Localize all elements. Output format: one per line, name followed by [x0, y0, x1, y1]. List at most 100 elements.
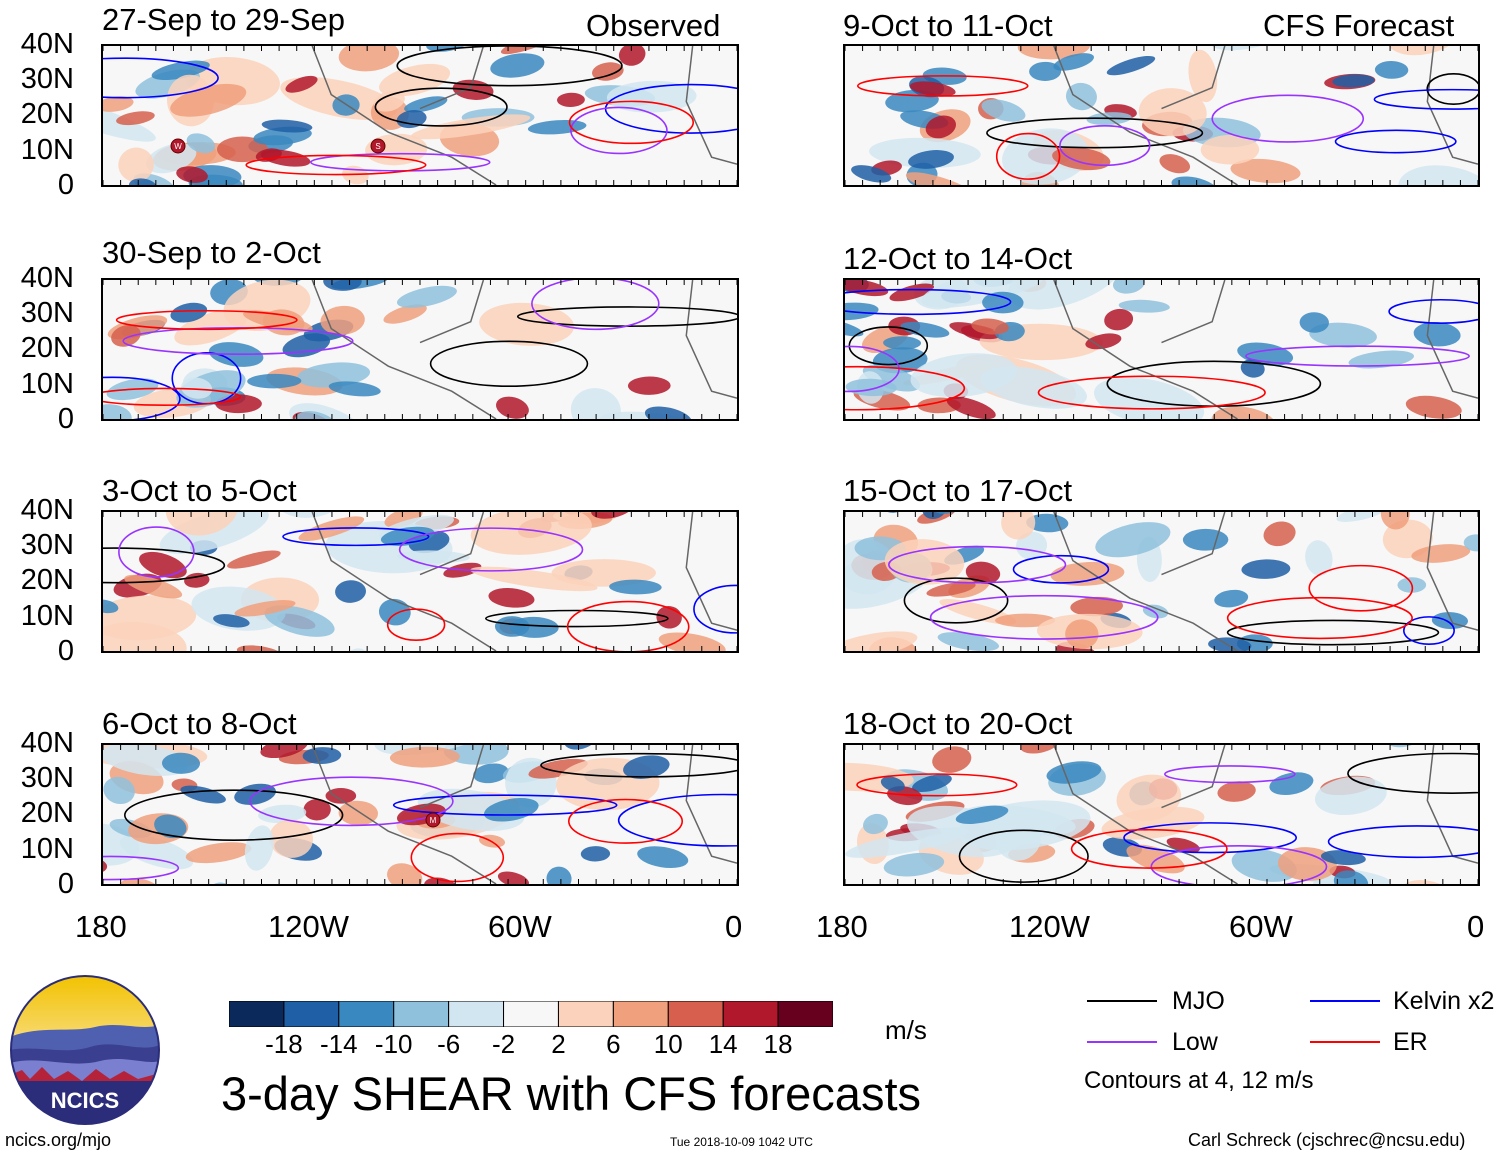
- shear-blob: [580, 846, 611, 862]
- lat-label: 40N: [20, 262, 74, 294]
- shear-blob: [845, 318, 864, 337]
- shear-blob: [258, 804, 307, 824]
- shear-blob: [397, 550, 470, 564]
- shear-blob: [161, 752, 201, 774]
- contour-er: [1037, 375, 1266, 410]
- shear-blob: [244, 825, 274, 871]
- shear-blob: [949, 322, 999, 340]
- panel-title-obs-4: 6-Oct to 8-Oct: [102, 706, 297, 741]
- footer-timestamp: Tue 2018-10-09 1042 UTC: [670, 1135, 813, 1149]
- lon-label-fcst-120w: 120W: [1009, 909, 1090, 944]
- shear-blob: [1211, 406, 1277, 419]
- shear-blob: [863, 813, 888, 835]
- shear-blob: [389, 746, 460, 768]
- shear-blob: [1112, 280, 1145, 294]
- storm-marker-label: S: [375, 142, 380, 151]
- shear-blob: [946, 396, 996, 419]
- lat-label: 10N: [20, 367, 74, 400]
- shear-blob: [1104, 308, 1134, 331]
- shear-blob: [264, 605, 335, 637]
- contour-mjo: [1347, 752, 1478, 794]
- map-panel-obs-4: M: [101, 743, 739, 886]
- contour-er: [1308, 564, 1414, 612]
- shear-blob: [260, 745, 308, 759]
- coastline: [1053, 512, 1478, 651]
- contour-er: [856, 75, 1029, 97]
- shear-blob: [627, 376, 671, 395]
- contour-er: [1226, 596, 1413, 640]
- shear-blob: [176, 166, 208, 183]
- contour-mjo: [986, 117, 1204, 149]
- shear-blob: [527, 119, 587, 135]
- colorbar-swatch: [557, 1000, 614, 1028]
- colorbar-swatch: [228, 1000, 285, 1028]
- contour-mjo: [958, 829, 1089, 883]
- panel-title-obs-3: 3-Oct to 5-Oct: [102, 473, 297, 508]
- shear-blob: [1309, 322, 1377, 348]
- shear-blob: [411, 114, 531, 140]
- lon-label-obs-120w: 120W: [268, 909, 349, 944]
- shear-blob: [396, 110, 427, 129]
- contour-low: [531, 280, 660, 331]
- shear-blob: [325, 788, 357, 804]
- shear-blob: [1314, 776, 1387, 816]
- shear-blob: [1106, 55, 1156, 76]
- shear-blob: [1026, 513, 1069, 533]
- lon-label-fcst-60w: 60W: [1229, 909, 1293, 944]
- shear-blob: [971, 318, 1009, 335]
- contour-low: [1150, 845, 1328, 884]
- shear-blob: [335, 580, 367, 603]
- shear-blob: [623, 755, 670, 779]
- lat-label: 40N: [20, 494, 74, 526]
- shear-blob: [1332, 74, 1375, 88]
- lat-label: 0: [57, 402, 74, 435]
- shear-blob: [851, 165, 892, 183]
- contour-mjo: [484, 609, 669, 628]
- shear-blob: [297, 362, 371, 388]
- storm-marker-label: W: [174, 142, 182, 151]
- shear-blob: [236, 645, 286, 651]
- shear-blob: [103, 404, 132, 419]
- shear-blob: [1413, 322, 1461, 347]
- shear-blob: [139, 551, 187, 579]
- contour-low: [570, 106, 668, 155]
- colorbar-swatch: [777, 1000, 834, 1028]
- shear-blob: [546, 866, 572, 884]
- contour-kelvin: [1327, 825, 1478, 859]
- shear-blob: [234, 600, 296, 617]
- panel-title-fcst-3: 15-Oct to 17-Oct: [843, 473, 1073, 508]
- shear-blob: [921, 280, 1048, 308]
- contour-er: [1070, 828, 1228, 869]
- shear-blob: [1159, 154, 1191, 174]
- shear-blob: [338, 800, 378, 826]
- shear-blob: [338, 46, 400, 72]
- footer-url[interactable]: ncics.org/mjo: [5, 1130, 112, 1150]
- contour-er: [410, 832, 505, 883]
- shear-blob: [303, 798, 331, 821]
- contour-er: [386, 608, 446, 641]
- units-label: m/s: [885, 1015, 927, 1045]
- shear-blob: [909, 81, 956, 97]
- shear-blob: [180, 785, 226, 804]
- shear-blob: [905, 172, 975, 185]
- shear-blob: [383, 304, 427, 324]
- shear-blob: [1116, 774, 1182, 821]
- contour-kelvin: [617, 793, 737, 847]
- contour-er: [845, 365, 966, 411]
- shear-blob: [496, 396, 529, 419]
- contour-low: [103, 855, 180, 881]
- shear-blob: [1065, 619, 1099, 649]
- shear-blob: [488, 588, 535, 608]
- logo-text: NCICS: [51, 1088, 119, 1113]
- shear-blob: [443, 745, 509, 765]
- contour-er: [103, 387, 242, 406]
- colorbar: [228, 1000, 834, 1032]
- contour-kelvin: [392, 794, 618, 816]
- contour-kelvin: [1334, 129, 1457, 154]
- colorbar-swatch: [722, 1000, 779, 1028]
- shear-blob: [378, 598, 411, 626]
- contour-kelvin: [1373, 88, 1478, 110]
- shear-blob: [282, 333, 331, 358]
- shear-blob: [111, 324, 141, 347]
